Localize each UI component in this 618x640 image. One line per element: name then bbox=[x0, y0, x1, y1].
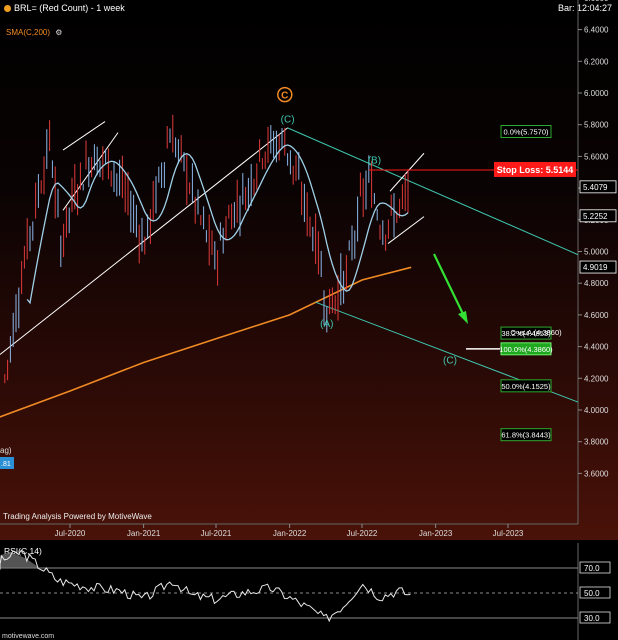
rsi-tick-box bbox=[579, 586, 611, 599]
y-tick-label: 5.0000 bbox=[584, 248, 609, 257]
wave-label: (C) bbox=[443, 355, 457, 366]
moving-average-line bbox=[26, 144, 409, 305]
x-tick-label: Jul-2022 bbox=[347, 529, 378, 538]
rsi-panel: RSI(C,14) 30.0 50.0 70.0 motivewave.com bbox=[0, 543, 618, 640]
price-tag-box bbox=[579, 209, 617, 223]
fib-level-label: 0.0%(5.7570) bbox=[503, 128, 549, 137]
x-tick-label: Jul-2020 bbox=[55, 529, 86, 538]
stop-loss-badge bbox=[494, 161, 576, 177]
fib-level-box bbox=[500, 125, 552, 139]
fib-level-box bbox=[500, 428, 552, 442]
rsi-tick-label: 30.0 bbox=[584, 614, 600, 623]
y-tick-label: 4.8000 bbox=[584, 279, 609, 288]
sma-200-line bbox=[0, 266, 412, 418]
fib-level-label: 38.2%(4.4853) bbox=[501, 329, 551, 338]
wave-label: (C) bbox=[281, 114, 295, 125]
wave-label-circle bbox=[277, 86, 293, 103]
x-tick-label: Jul-2023 bbox=[493, 529, 524, 538]
price-tag: 4.9019 bbox=[583, 263, 608, 272]
fib-level-box bbox=[500, 379, 552, 393]
fib-level-box bbox=[500, 342, 552, 356]
y-tick-label: 4.4000 bbox=[584, 343, 609, 352]
y-tick-label: 5.8000 bbox=[584, 121, 609, 130]
price-chart-panel: BRL= (Red Count) - 1 week Bar: 12:04:27 … bbox=[0, 0, 618, 540]
channel-upper-line bbox=[287, 127, 579, 256]
left-edge-badge bbox=[0, 457, 14, 469]
fib-level-label: 61.8%(3.8443) bbox=[501, 431, 551, 440]
x-tick-label: Jan-2023 bbox=[419, 529, 453, 538]
projection-arrow bbox=[433, 253, 465, 317]
arrow-head-icon bbox=[458, 311, 468, 324]
target-label: C vs A (4.3860) bbox=[510, 328, 562, 337]
sma-legend[interactable]: SMA(C,200) ⚙ bbox=[6, 28, 63, 37]
y-tick-label: 3.8000 bbox=[584, 438, 609, 447]
rsi-tick-label: 50.0 bbox=[584, 589, 600, 598]
price-tag: 5.2252 bbox=[583, 212, 608, 221]
rsi-tick-box bbox=[579, 561, 611, 574]
fib-level-label: 100.0%(4.3860) bbox=[499, 345, 553, 354]
trendline-support bbox=[0, 127, 288, 355]
price-tag: 5.4079 bbox=[583, 183, 608, 192]
y-tick-label: 4.0000 bbox=[584, 406, 609, 415]
left-edge-value: .81 bbox=[1, 461, 11, 468]
y-tick-label: 6.2000 bbox=[584, 57, 609, 66]
status-dot-icon bbox=[4, 5, 11, 13]
rsi-tick-box bbox=[579, 611, 611, 624]
y-tick-label: 5.6000 bbox=[584, 152, 609, 161]
y-tick-label: 6.6000 bbox=[584, 0, 609, 3]
y-tick-label: 3.6000 bbox=[584, 469, 609, 478]
bar-timer: Bar: 12:04:27 bbox=[557, 3, 612, 13]
flag-line bbox=[62, 121, 106, 151]
y-tick-label: 6.0000 bbox=[584, 89, 609, 98]
wave-label: (B) bbox=[368, 156, 381, 167]
fib-level-box bbox=[500, 326, 552, 340]
x-tick-label: Jan-2021 bbox=[127, 529, 161, 538]
price-plot[interactable]: 3.6000 3.8000 4.0000 4.2000 4.4000 4.6000 4.80… bbox=[0, 0, 618, 540]
stop-loss-label: Stop Loss: 5.5144 bbox=[497, 165, 574, 175]
left-edge-label: ag) bbox=[0, 446, 12, 455]
x-tick-label: Jul-2021 bbox=[201, 529, 232, 538]
wave-label: (A) bbox=[320, 319, 333, 330]
rsi-tick-label: 70.0 bbox=[584, 564, 600, 573]
y-tick-label: 6.4000 bbox=[584, 26, 609, 35]
y-tick-label: 4.6000 bbox=[584, 311, 609, 320]
wedge-line bbox=[387, 216, 425, 244]
price-tag-box bbox=[579, 260, 617, 274]
watermark-label: motivewave.com bbox=[2, 633, 54, 640]
fib-level-label: 50.0%(4.1525) bbox=[501, 382, 551, 391]
price-tag-box bbox=[579, 180, 617, 194]
wave-label: C bbox=[281, 91, 288, 102]
wedge-line bbox=[389, 152, 425, 192]
y-tick-label: 4.2000 bbox=[584, 374, 609, 383]
chart-title: BRL= (Red Count) - 1 week bbox=[4, 3, 125, 13]
footer-credit: Trading Analysis Powered by MotiveWave bbox=[3, 512, 152, 521]
rsi-line bbox=[0, 549, 411, 623]
settings-gear-icon[interactable]: ⚙ bbox=[55, 28, 63, 37]
x-tick-label: Jan-2022 bbox=[273, 529, 307, 538]
